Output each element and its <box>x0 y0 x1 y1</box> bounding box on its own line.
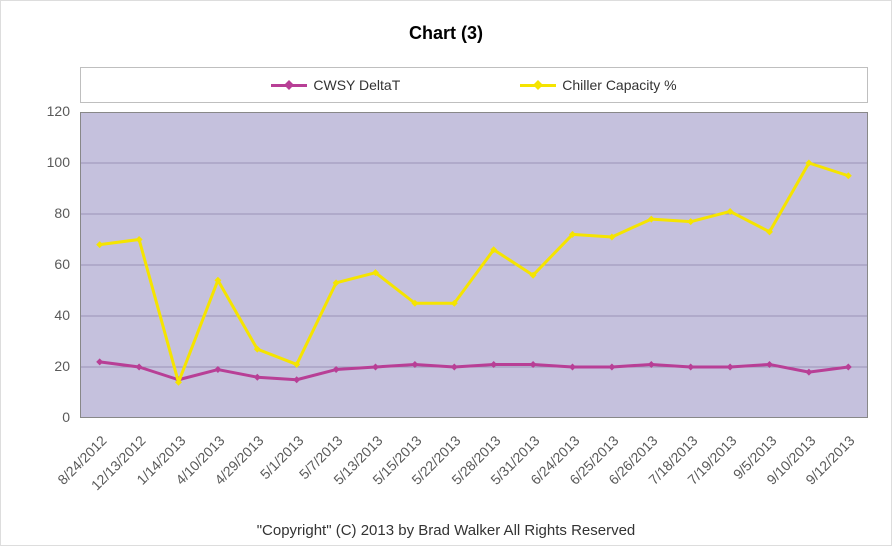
legend: CWSY DeltaT Chiller Capacity % <box>80 67 868 103</box>
y-tick-label: 120 <box>1 103 70 119</box>
legend-item: CWSY DeltaT <box>271 77 400 93</box>
y-tick-label: 60 <box>1 256 70 272</box>
y-tick-label: 20 <box>1 358 70 374</box>
copyright-text: "Copyright" (C) 2013 by Brad Walker All … <box>1 522 891 539</box>
chart-container: Chart (3) CWSY DeltaTChiller Capacity % … <box>0 0 892 546</box>
plot-svg <box>80 112 868 418</box>
y-tick-label: 80 <box>1 205 70 221</box>
chart-title: Chart (3) <box>1 23 891 44</box>
legend-label: Chiller Capacity % <box>562 77 676 93</box>
y-tick-label: 100 <box>1 154 70 170</box>
legend-item: Chiller Capacity % <box>520 77 676 93</box>
plot-area <box>80 112 868 418</box>
y-tick-label: 40 <box>1 307 70 323</box>
legend-label: CWSY DeltaT <box>313 77 400 93</box>
y-tick-label: 0 <box>1 409 70 425</box>
